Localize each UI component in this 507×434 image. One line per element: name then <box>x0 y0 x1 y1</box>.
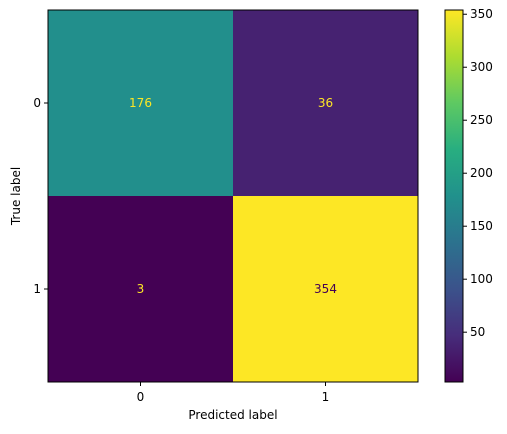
y-axis: 0 1 True label <box>9 96 48 296</box>
cell-label-1-1: 354 <box>314 282 337 296</box>
colorbar-tick-label-4: 250 <box>470 113 493 127</box>
y-axis-label: True label <box>9 167 23 226</box>
x-tick-label-0: 0 <box>137 390 145 404</box>
heatmap-cells <box>48 10 418 382</box>
colorbar-tick-label-1: 100 <box>470 272 493 286</box>
cell-0-1 <box>233 10 418 196</box>
colorbar-tick-label-2: 150 <box>470 219 493 233</box>
cell-label-1-0: 3 <box>137 282 145 296</box>
colorbar-tick-label-5: 300 <box>470 60 493 74</box>
x-axis-label: Predicted label <box>188 408 277 422</box>
colorbar-tick-label-3: 200 <box>470 166 493 180</box>
x-tick-label-1: 1 <box>322 390 330 404</box>
cell-1-1 <box>233 196 418 382</box>
x-axis: 0 1 Predicted label <box>137 382 330 422</box>
cell-1-0 <box>48 196 233 382</box>
colorbar: 50 100 150 200 250 300 350 <box>444 7 493 383</box>
colorbar-tick-label-0: 50 <box>470 325 485 339</box>
y-tick-label-1: 1 <box>33 282 41 296</box>
colorbar-ticks: 50 100 150 200 250 300 350 <box>463 7 493 339</box>
cell-label-0-1: 36 <box>318 96 333 110</box>
y-tick-label-0: 0 <box>33 96 41 110</box>
cell-0-0 <box>48 10 233 196</box>
plot-frame <box>47 9 419 383</box>
colorbar-gradient <box>444 9 464 383</box>
colorbar-tick-label-6: 350 <box>470 7 493 21</box>
cell-value-labels: 176 36 3 354 <box>129 96 337 296</box>
cell-label-0-0: 176 <box>129 96 152 110</box>
